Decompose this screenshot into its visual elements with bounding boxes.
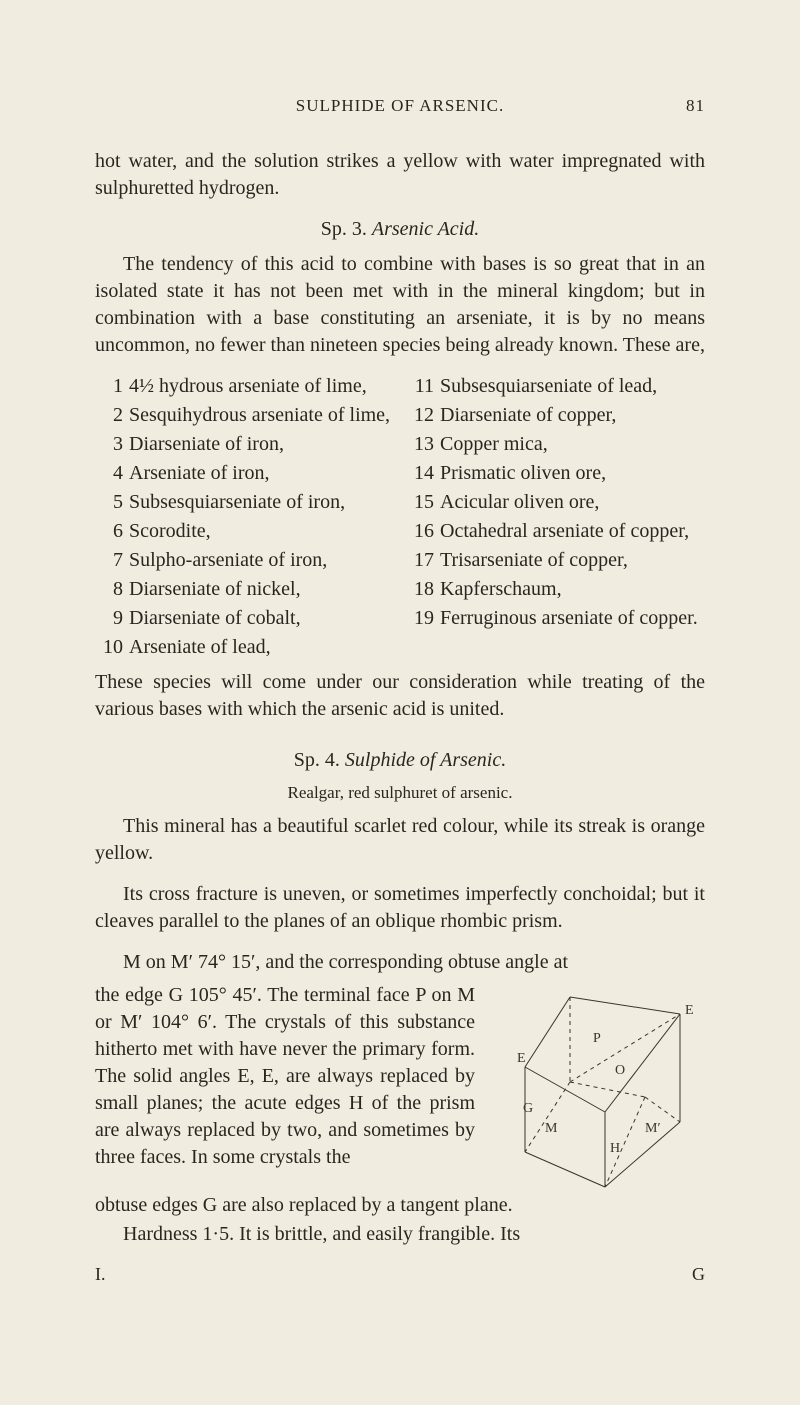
list-item: 16Octahedral arseniate of copper, (406, 518, 705, 545)
svg-text:M: M (545, 1121, 558, 1136)
sec4-para-a: This mineral has a beautiful scarlet red… (95, 813, 705, 867)
item-number: 15 (406, 489, 440, 516)
list-item: 12Diarseniate of copper, (406, 402, 705, 429)
item-text: Copper mica, (440, 431, 705, 458)
sec4-para-c-wrap: the edge G 105° 45′. The terminal face P… (95, 982, 475, 1171)
list-item: 14Prismatic oliven ore, (406, 460, 705, 487)
item-text: Trisarseniate of copper, (440, 547, 705, 574)
intro-paragraph: hot water, and the solution strikes a ye… (95, 148, 705, 202)
footer-right: G (692, 1262, 705, 1286)
item-text: Diarseniate of cobalt, (129, 605, 394, 632)
section-3-heading: Sp. 3. Arsenic Acid. (95, 216, 705, 243)
section-4-subhead: Realgar, red sulphuret of arsenic. (95, 782, 705, 805)
svg-text:P: P (593, 1031, 601, 1046)
item-text: Kapferschaum, (440, 576, 705, 603)
list-item: 7Sulpho-arseniate of iron, (95, 547, 394, 574)
item-number: 16 (406, 518, 440, 545)
item-text: Ferruginous arseniate of copper. (440, 605, 705, 632)
item-text: Diarseniate of copper, (440, 402, 705, 429)
item-number: 1 (95, 373, 129, 400)
item-number: 14 (406, 460, 440, 487)
footer-left: I. (95, 1262, 106, 1286)
list-item: 8Diarseniate of nickel, (95, 576, 394, 603)
section-4-heading: Sp. 4. Sulphide of Arsenic. (95, 747, 705, 774)
item-text: Octahedral arseniate of copper, (440, 518, 705, 545)
svg-text:H: H (610, 1141, 620, 1156)
item-number: 12 (406, 402, 440, 429)
item-number: 8 (95, 576, 129, 603)
svg-text:O: O (615, 1063, 625, 1078)
sec3-para-a: The tendency of this acid to combine wit… (95, 251, 705, 359)
item-number: 17 (406, 547, 440, 574)
running-title: SULPHIDE OF ARSENIC. (135, 95, 665, 118)
item-number: 9 (95, 605, 129, 632)
svg-text:E: E (685, 1003, 694, 1018)
svg-text:G: G (523, 1101, 533, 1116)
list-item: 11Subsesquiarseniate of lead, (406, 373, 705, 400)
list-item: 3Diarseniate of iron, (95, 431, 394, 458)
item-number: 7 (95, 547, 129, 574)
item-text: Arseniate of iron, (129, 460, 394, 487)
list-item: 10Arseniate of lead, (95, 634, 394, 661)
item-text: Scorodite, (129, 518, 394, 545)
crystal-diagram: E E P O M M′ G H (485, 982, 705, 1192)
item-text: Sulpho-arseniate of iron, (129, 547, 394, 574)
list-item: 2Sesquihydrous arseniate of lime, (95, 402, 394, 429)
item-number: 5 (95, 489, 129, 516)
item-text: Prismatic oliven ore, (440, 460, 705, 487)
sec4-para-e: Hardness 1·5. It is brittle, and easily … (95, 1221, 705, 1248)
sec4-para-b: Its cross fracture is uneven, or sometim… (95, 881, 705, 935)
item-number: 18 (406, 576, 440, 603)
item-text: Subsesquiarseniate of iron, (129, 489, 394, 516)
svg-text:E: E (517, 1051, 526, 1066)
item-number: 6 (95, 518, 129, 545)
svg-text:M′: M′ (645, 1121, 661, 1136)
item-number: 13 (406, 431, 440, 458)
list-item: 6Scorodite, (95, 518, 394, 545)
list-item: 5Subsesquiarseniate of iron, (95, 489, 394, 516)
species-list: 14½ hydrous arseniate of lime,2Sesquihyd… (95, 373, 705, 663)
item-text: Sesquihydrous arseniate of lime, (129, 402, 394, 429)
item-number: 19 (406, 605, 440, 632)
sec3-para-b: These species will come under our consid… (95, 669, 705, 723)
item-number: 10 (95, 634, 129, 661)
list-item: 15Acicular oliven ore, (406, 489, 705, 516)
item-number: 2 (95, 402, 129, 429)
item-number: 11 (406, 373, 440, 400)
item-text: Diarseniate of iron, (129, 431, 394, 458)
list-item: 18Kapferschaum, (406, 576, 705, 603)
list-item: 14½ hydrous arseniate of lime, (95, 373, 394, 400)
item-number: 3 (95, 431, 129, 458)
item-text: Diarseniate of nickel, (129, 576, 394, 603)
list-item: 4Arseniate of iron, (95, 460, 394, 487)
list-item: 13Copper mica, (406, 431, 705, 458)
page-number: 81 (665, 95, 705, 118)
sec4-para-d: obtuse edges G are also replaced by a ta… (95, 1192, 705, 1219)
item-number: 4 (95, 460, 129, 487)
item-text: Acicular oliven ore, (440, 489, 705, 516)
list-item: 9Diarseniate of cobalt, (95, 605, 394, 632)
list-item: 17Trisarseniate of copper, (406, 547, 705, 574)
list-item: 19Ferruginous arseniate of copper. (406, 605, 705, 632)
item-text: Subsesquiarseniate of lead, (440, 373, 705, 400)
item-text: 4½ hydrous arseniate of lime, (129, 373, 394, 400)
sec4-para-c-first: M on M′ 74° 15′, and the corresponding o… (95, 949, 705, 976)
item-text: Arseniate of lead, (129, 634, 394, 661)
